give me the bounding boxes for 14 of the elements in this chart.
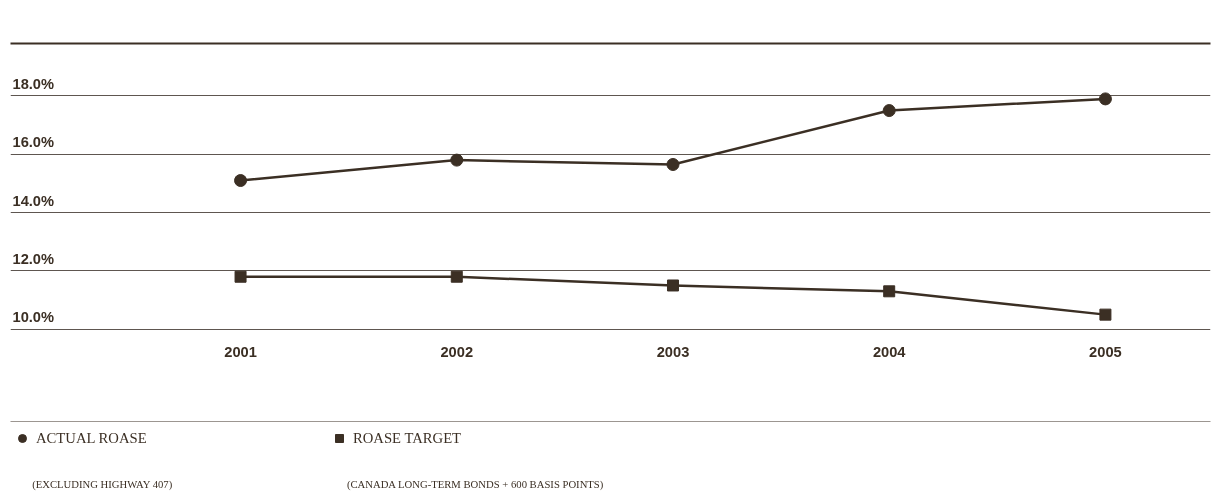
x-tick-label: 2003 [656,344,690,361]
x-tick-label: 2005 [1089,344,1122,361]
legend-label: ACTUAL ROASE [36,429,148,447]
legend-label: ROASE TARGET [353,429,463,447]
y-tick-label: 18.0% [12,75,55,92]
y-tick-label: 16.0% [12,134,55,151]
y-tick-label: 10.0% [12,309,55,326]
x-tick-label: 2002 [440,344,474,361]
text: (EXCLUDING HIGHWAY 407) [32,478,173,491]
x-tick-label: 2004 [872,344,907,361]
text: (CANADA LONG-TERM BONDS + 600 BASIS POINTS) [346,478,604,491]
x-tick-label: 2001 [224,344,257,361]
y-tick-label: 12.0% [12,250,55,267]
y-tick-label: 14.0% [12,192,55,209]
